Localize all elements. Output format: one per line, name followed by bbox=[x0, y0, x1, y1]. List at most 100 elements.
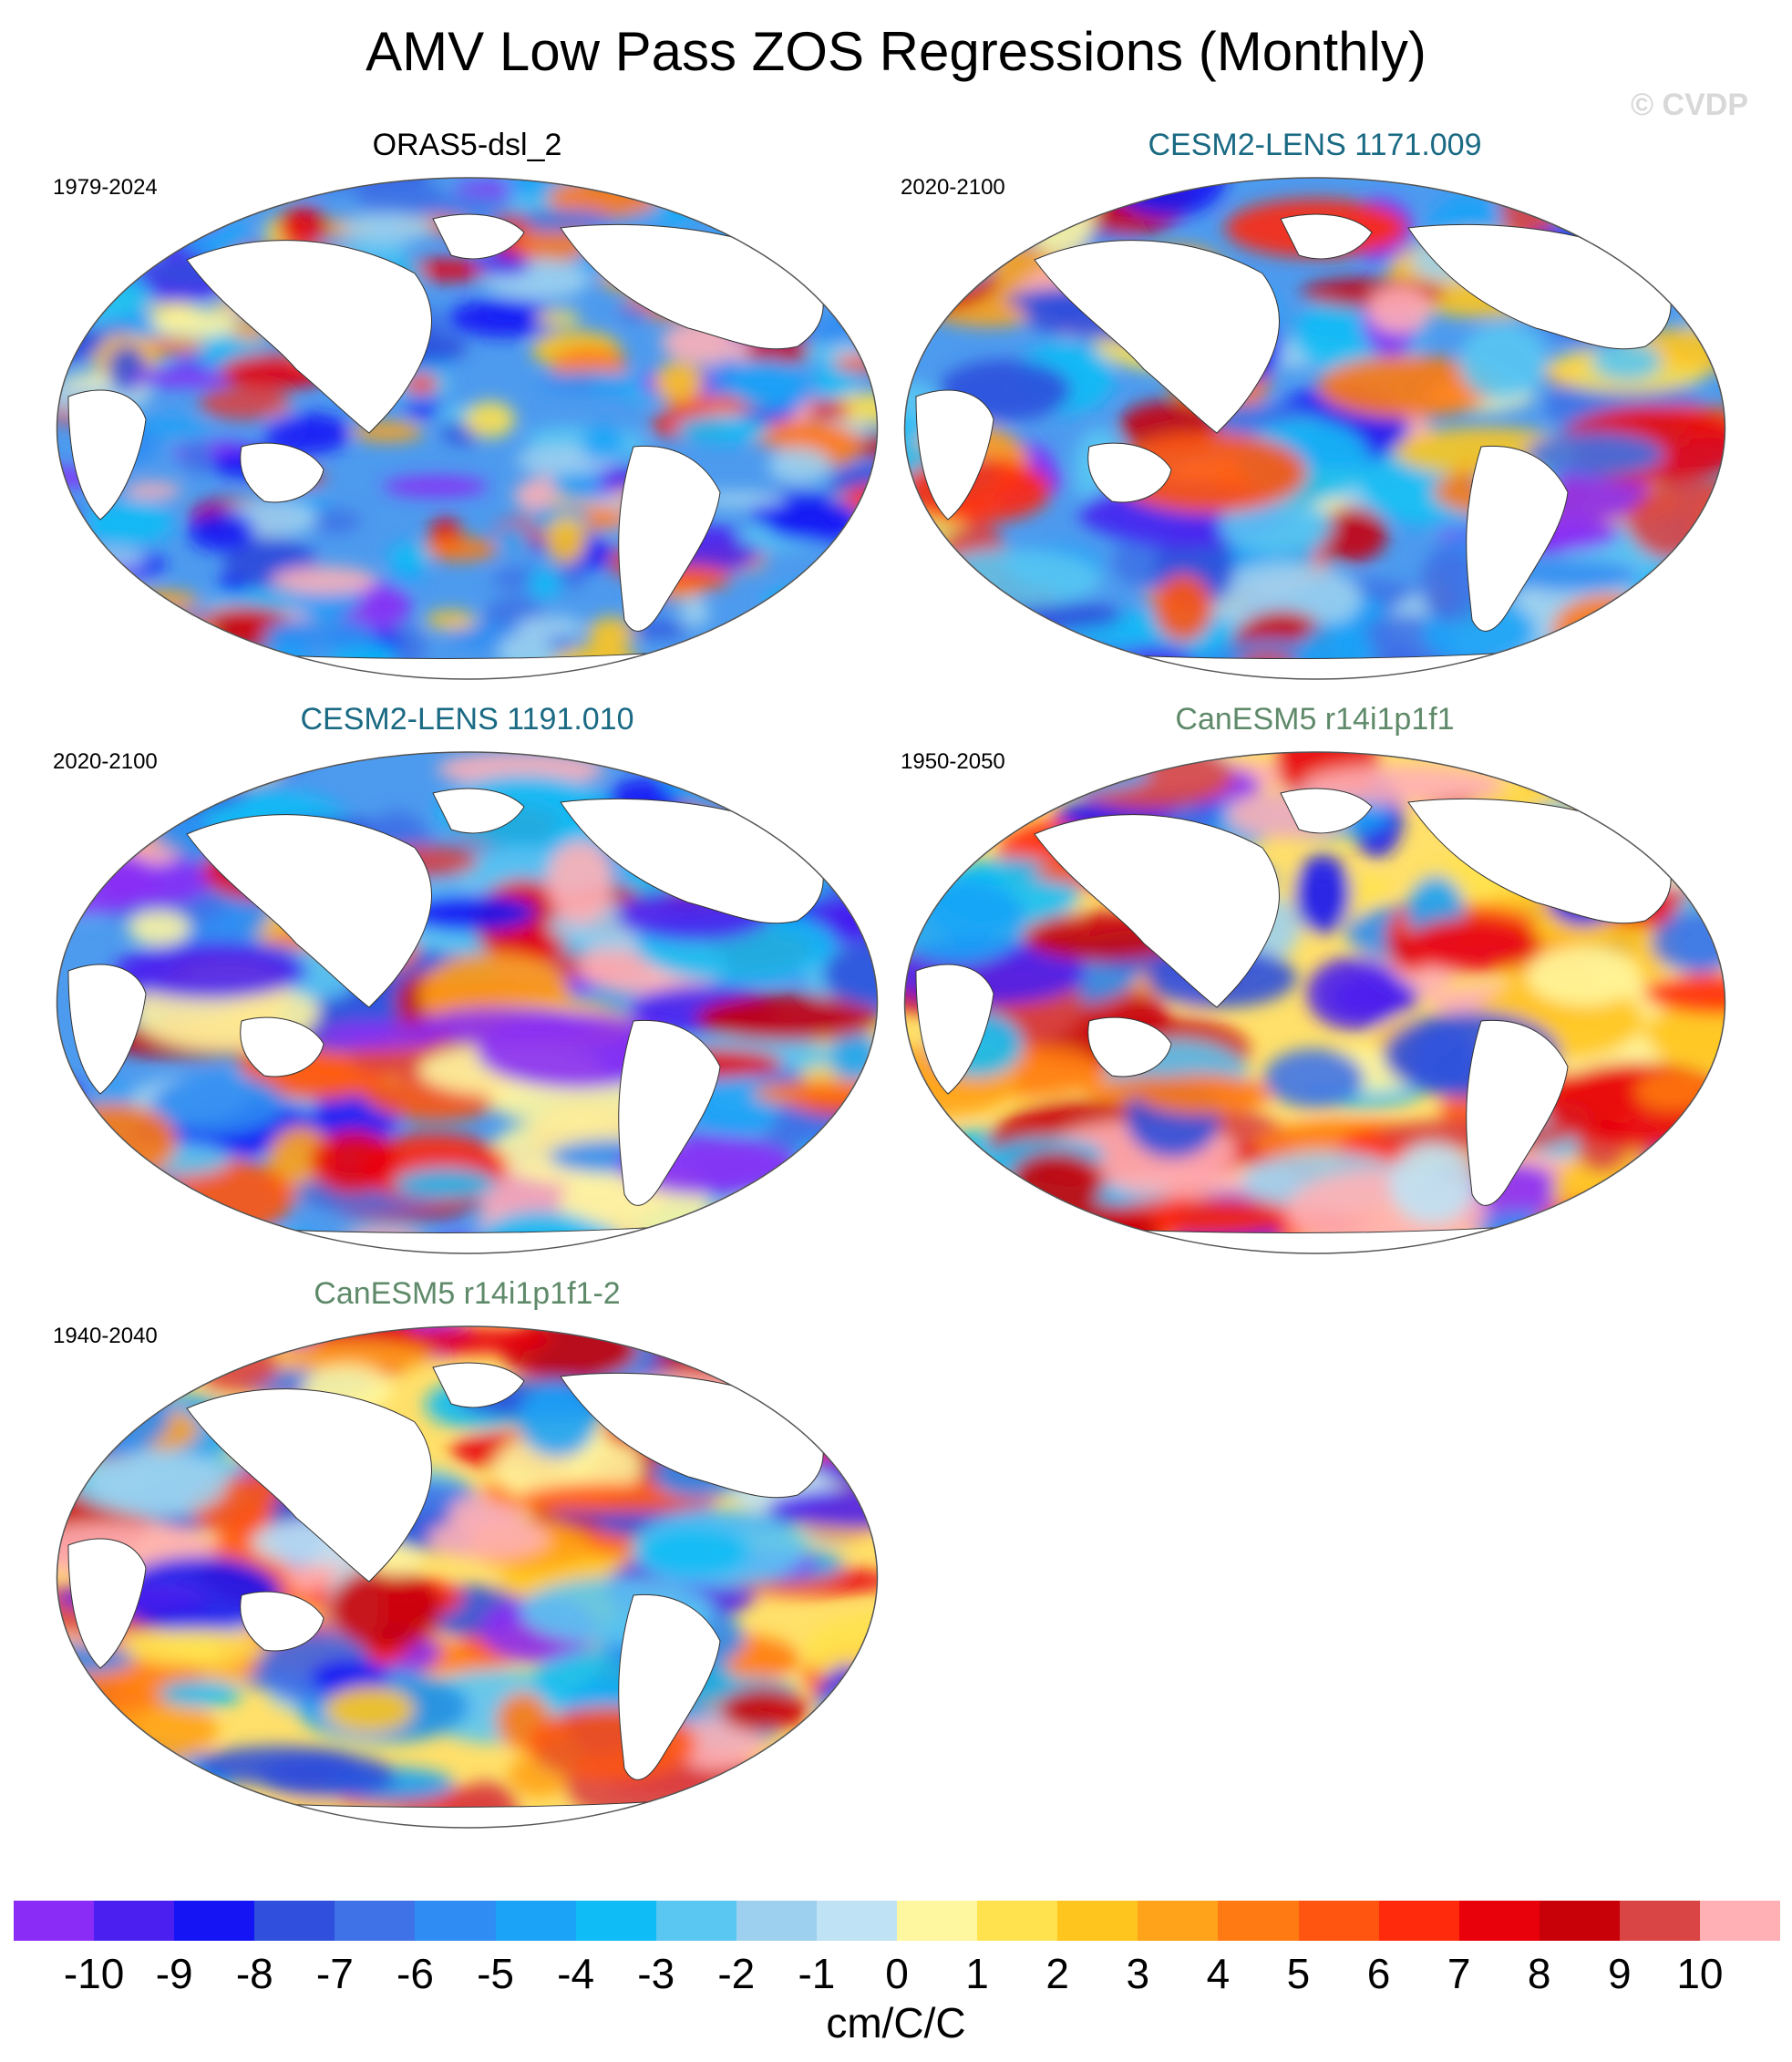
landmass bbox=[1466, 1019, 1569, 1206]
colorbar-tick: -1 bbox=[798, 1950, 836, 1997]
colorbar-box bbox=[1619, 1901, 1700, 1941]
colorbar-tick-labels: -10 -9 -8 -7 -6 -5 -4 -3 -2 -1 0 1 2 3 4 5 6 7 8 9 10 bbox=[14, 1949, 1780, 2004]
landmass bbox=[1087, 1016, 1172, 1077]
robinson-map bbox=[56, 177, 879, 680]
panel-years: 1950-2050 bbox=[901, 749, 1005, 774]
colorbar-tick: -7 bbox=[315, 1950, 354, 1997]
colorbar-box bbox=[655, 1901, 736, 1941]
robinson-map bbox=[56, 751, 879, 1254]
colorbar-tick: -5 bbox=[477, 1950, 514, 1997]
landmass bbox=[240, 1591, 324, 1652]
map-panel: CESM2-LENS 1191.010 2020-2100 bbox=[50, 702, 884, 1258]
map-panel: CanESM5 r14i1p1f1-2 1940-2040 bbox=[50, 1276, 884, 1832]
landmass bbox=[618, 1019, 721, 1206]
copyright-label: © CVDP bbox=[1631, 88, 1748, 122]
panel-title: CanESM5 r14i1p1f1-2 bbox=[314, 1276, 621, 1311]
colorbar-box bbox=[14, 1901, 95, 1941]
panel-title: ORAS5-dsl_2 bbox=[372, 128, 562, 162]
panel-years: 2020-2100 bbox=[53, 749, 158, 774]
robinson-map bbox=[903, 177, 1726, 680]
panel-years: 2020-2100 bbox=[901, 175, 1005, 200]
landmass bbox=[915, 964, 994, 1095]
colorbar-tick: 2 bbox=[1045, 1950, 1069, 1997]
landmass bbox=[240, 442, 324, 503]
colorbar-box bbox=[1298, 1901, 1379, 1941]
map-outline bbox=[56, 177, 879, 680]
colorbar-tick: -3 bbox=[637, 1950, 675, 1997]
landmass bbox=[915, 389, 994, 521]
colorbar-box bbox=[1218, 1901, 1299, 1941]
colorbar-tick: 7 bbox=[1447, 1950, 1471, 1997]
colorbar-box bbox=[174, 1901, 255, 1941]
map-outline bbox=[903, 177, 1726, 680]
colorbar-box bbox=[1057, 1901, 1138, 1941]
colorbar-tick: 5 bbox=[1286, 1950, 1311, 1997]
landmass bbox=[1407, 798, 1672, 924]
colorbar-tick: 1 bbox=[965, 1950, 989, 1997]
colorbar-tick: -6 bbox=[397, 1950, 434, 1997]
panel-years: 1940-2040 bbox=[53, 1324, 158, 1348]
colorbar-box bbox=[254, 1901, 335, 1941]
landmass bbox=[186, 240, 432, 434]
landmass bbox=[67, 964, 147, 1095]
landmass bbox=[1034, 814, 1280, 1008]
landmass bbox=[67, 389, 147, 521]
panel-years: 1979-2024 bbox=[53, 175, 158, 200]
landmass bbox=[1280, 788, 1373, 834]
panel-title: CanESM5 r14i1p1f1 bbox=[1175, 702, 1455, 737]
colorbar-box bbox=[575, 1901, 656, 1941]
colorbar-box bbox=[1138, 1901, 1219, 1941]
landmass bbox=[560, 223, 824, 350]
landmass bbox=[1087, 442, 1172, 503]
colorbar-box bbox=[415, 1901, 496, 1941]
map-panel: CESM2-LENS 1171.009 2020-2100 bbox=[898, 128, 1732, 684]
colorbar-tick: -2 bbox=[717, 1950, 756, 1997]
landmass bbox=[67, 1538, 147, 1669]
panel-title: CESM2-LENS 1171.009 bbox=[1148, 128, 1482, 162]
map-outline bbox=[56, 751, 879, 1254]
panel-title: CESM2-LENS 1191.010 bbox=[300, 702, 634, 737]
colorbar-tick: 6 bbox=[1366, 1950, 1391, 1997]
landmass bbox=[432, 788, 525, 834]
colorbar-box bbox=[335, 1901, 416, 1941]
landmass bbox=[432, 1362, 525, 1408]
colorbar-tick: -10 bbox=[63, 1950, 125, 1997]
colorbar-box bbox=[1699, 1901, 1781, 1941]
map-outline bbox=[56, 1325, 879, 1829]
landmass bbox=[1407, 223, 1672, 350]
colorbar-box bbox=[897, 1901, 978, 1941]
robinson-map bbox=[56, 1325, 879, 1829]
colorbar-tick: 3 bbox=[1126, 1950, 1150, 1997]
colorbar-tick: 0 bbox=[885, 1950, 909, 1997]
colorbar-units: cm/C/C bbox=[826, 1999, 966, 2047]
landmass bbox=[560, 798, 824, 924]
landmass bbox=[618, 445, 721, 632]
colorbar-tick: -8 bbox=[235, 1950, 273, 1997]
landmass bbox=[240, 1016, 324, 1077]
landmass bbox=[186, 1388, 432, 1583]
colorbar-box bbox=[977, 1901, 1058, 1941]
landmass bbox=[618, 1593, 721, 1780]
landmass bbox=[1280, 213, 1373, 260]
figure-title: AMV Low Pass ZOS Regressions (Monthly) bbox=[366, 21, 1426, 82]
colorbar-box bbox=[94, 1901, 175, 1941]
map-outline bbox=[903, 751, 1726, 1254]
colorbar bbox=[14, 1901, 1781, 1941]
colorbar-box bbox=[816, 1901, 898, 1941]
colorbar-box bbox=[1539, 1901, 1620, 1941]
colorbar-box bbox=[1458, 1901, 1540, 1941]
colorbar-tick: 4 bbox=[1206, 1950, 1231, 1997]
colorbar-box bbox=[736, 1901, 817, 1941]
robinson-map bbox=[903, 751, 1726, 1254]
colorbar-tick: 9 bbox=[1608, 1950, 1632, 1997]
landmass bbox=[1466, 445, 1569, 632]
colorbar-tick: -9 bbox=[155, 1950, 193, 1997]
colorbar-tick: 8 bbox=[1527, 1950, 1551, 1997]
landmass bbox=[432, 213, 525, 260]
landmass bbox=[1034, 240, 1280, 434]
landmass bbox=[186, 814, 432, 1008]
colorbar-tick: -4 bbox=[557, 1950, 595, 1997]
colorbar-tick: 10 bbox=[1676, 1950, 1724, 1997]
map-panel: ORAS5-dsl_2 1979-2024 bbox=[50, 128, 884, 684]
landmass bbox=[560, 1372, 824, 1499]
